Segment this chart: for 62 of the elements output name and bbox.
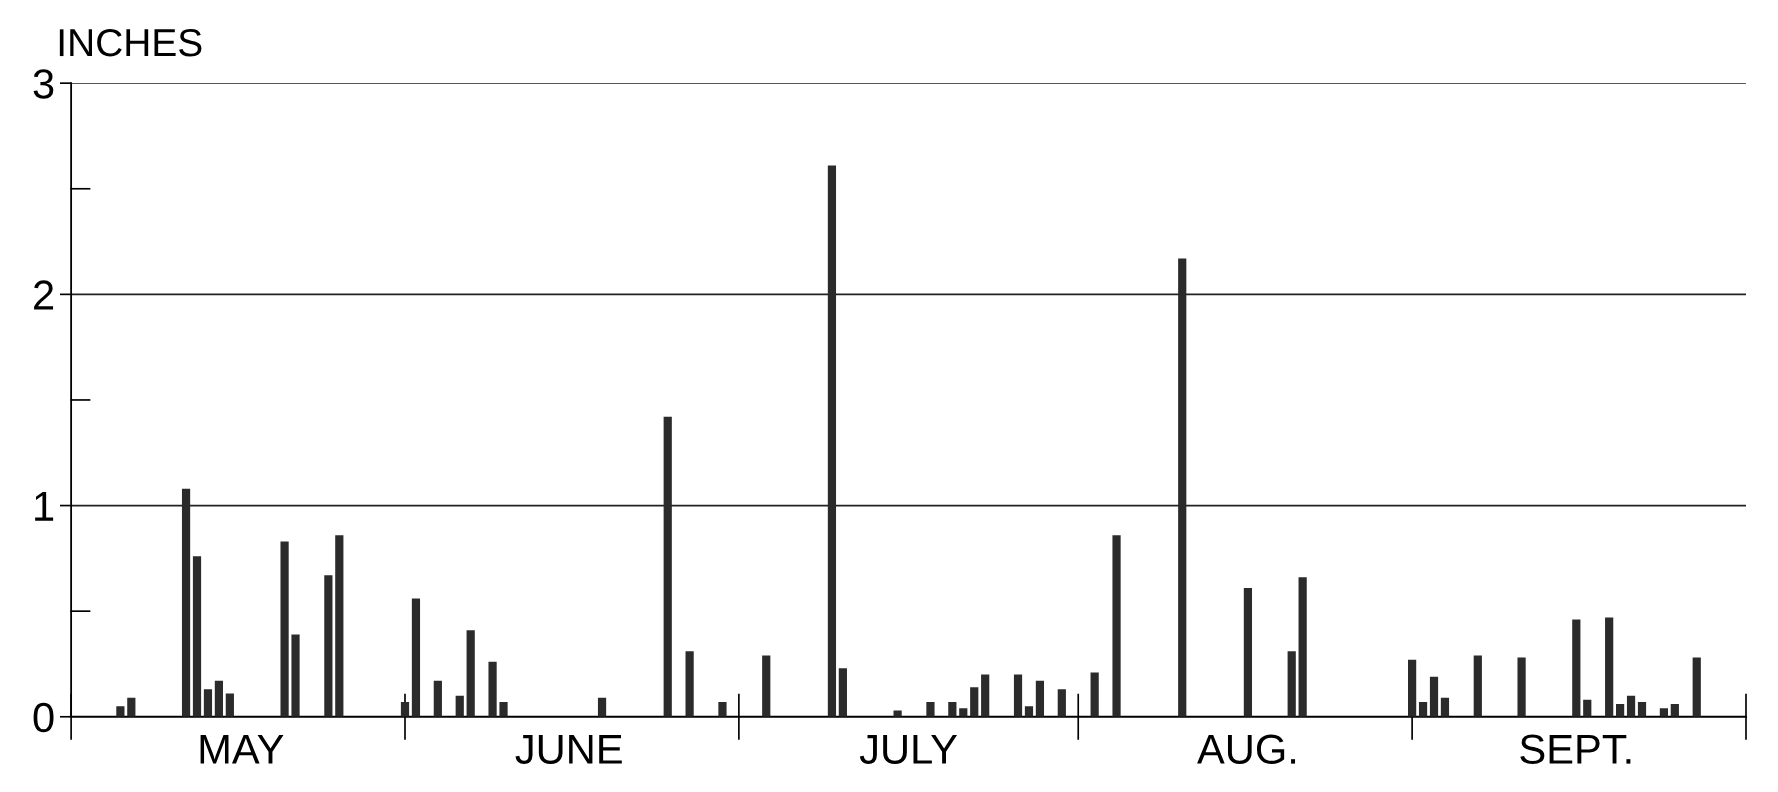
bar bbox=[488, 661, 497, 717]
y-tick-label: 2 bbox=[34, 280, 54, 310]
bar bbox=[970, 687, 979, 717]
bar bbox=[1517, 657, 1526, 717]
bar bbox=[1605, 617, 1614, 717]
bar bbox=[1583, 699, 1592, 717]
bar bbox=[335, 535, 344, 717]
bar bbox=[1287, 651, 1296, 717]
bar bbox=[1473, 655, 1482, 717]
bar bbox=[1298, 577, 1307, 717]
bar bbox=[455, 695, 464, 717]
bar bbox=[1035, 680, 1045, 717]
y-axis-title: INCHES bbox=[59, 28, 202, 57]
bar bbox=[893, 710, 902, 717]
x-tick-label: SEPT. bbox=[1520, 734, 1631, 765]
bar bbox=[324, 575, 333, 717]
bar bbox=[400, 701, 410, 717]
bar bbox=[1024, 706, 1034, 717]
bar bbox=[948, 701, 957, 717]
bar bbox=[214, 680, 224, 717]
bar bbox=[838, 668, 847, 717]
bar bbox=[1090, 672, 1099, 717]
bar bbox=[1418, 701, 1428, 717]
bar bbox=[1408, 659, 1417, 717]
bar bbox=[291, 634, 300, 717]
bar bbox=[1670, 704, 1679, 717]
bar bbox=[685, 651, 694, 717]
bar bbox=[1112, 535, 1121, 717]
bar bbox=[1057, 689, 1066, 717]
y-tick-label: 1 bbox=[35, 491, 54, 521]
bar bbox=[1637, 701, 1647, 717]
bar bbox=[499, 701, 508, 717]
bar bbox=[1626, 695, 1636, 717]
bar bbox=[1572, 619, 1581, 717]
bar bbox=[116, 706, 125, 717]
x-tick-label: JULY bbox=[859, 734, 958, 765]
bar bbox=[1429, 676, 1439, 717]
bar bbox=[127, 697, 136, 717]
bar bbox=[959, 708, 968, 717]
bar bbox=[926, 701, 935, 717]
bar bbox=[203, 689, 213, 717]
bar bbox=[192, 556, 202, 717]
bar bbox=[1659, 708, 1668, 717]
bar bbox=[411, 598, 421, 717]
y-tick-label: 3 bbox=[33, 69, 54, 99]
bar bbox=[981, 674, 990, 717]
bar bbox=[597, 697, 607, 717]
bar bbox=[718, 701, 727, 717]
bar bbox=[466, 630, 475, 717]
bar bbox=[1692, 657, 1701, 717]
bar bbox=[1616, 704, 1625, 717]
bar bbox=[225, 693, 234, 717]
bar bbox=[1440, 697, 1450, 717]
bar bbox=[1013, 674, 1023, 717]
y-tick-label: 0 bbox=[33, 702, 54, 733]
x-tick-label: MAY bbox=[200, 734, 284, 764]
x-tick-label: JUNE bbox=[515, 734, 622, 765]
bar bbox=[280, 541, 289, 717]
bar bbox=[1243, 587, 1253, 717]
bar bbox=[433, 680, 442, 717]
x-tick-label: AUG. bbox=[1197, 734, 1296, 765]
bar bbox=[762, 655, 771, 717]
